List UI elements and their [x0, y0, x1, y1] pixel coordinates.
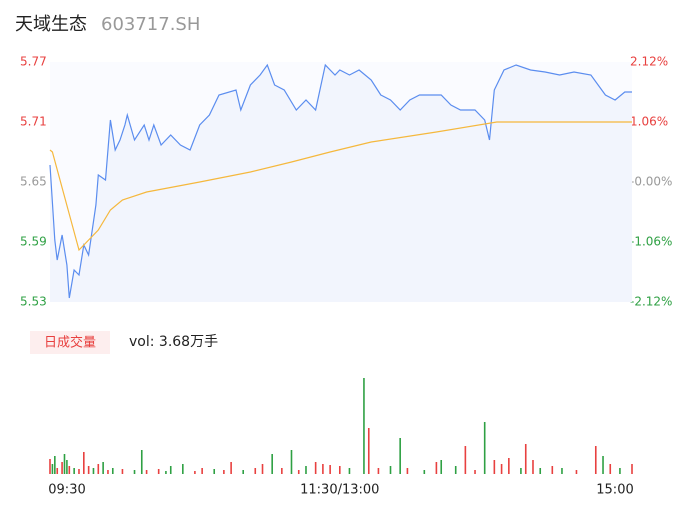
volume-bar [406, 468, 409, 474]
x-tick-label: 15:00 [596, 483, 633, 498]
volume-bar [73, 468, 75, 474]
volume-bar [399, 438, 401, 474]
volume-bar [551, 466, 554, 474]
volume-bar [49, 459, 51, 474]
volume-bar [483, 422, 486, 474]
volume-bar [619, 468, 621, 474]
volume-bar [500, 464, 503, 474]
volume-bar [363, 378, 365, 474]
volume-bar [107, 470, 109, 474]
volume-bar [474, 470, 476, 474]
volume-bar [594, 446, 597, 474]
y2-tick-label: -2.12% [630, 295, 672, 309]
volume-bar [435, 462, 438, 474]
volume-bar [223, 470, 225, 474]
y2-tick-label: -1.06% [630, 235, 672, 249]
average-line [49, 121, 632, 252]
x-tick-label: 11:30/13:00 [300, 483, 379, 498]
volume-bar [290, 450, 293, 474]
y2-tick-label: 2.12% [630, 55, 668, 69]
volume-bar [169, 466, 172, 474]
volume-bar [524, 444, 527, 474]
volume-bar [493, 460, 496, 474]
volume-bar [377, 468, 380, 474]
volume-bar [532, 460, 534, 474]
volume-bar [78, 469, 80, 474]
volume-bar [261, 464, 264, 474]
volume-bar [389, 466, 392, 474]
volume-bar [338, 466, 341, 474]
volume-bar [140, 450, 143, 474]
volume-bar [314, 462, 317, 474]
volume-bar [213, 469, 216, 474]
volume-bar [281, 468, 283, 474]
price-area [50, 65, 632, 302]
volume-bar [329, 465, 331, 474]
volume-bar [348, 468, 351, 474]
volume-bar [157, 469, 160, 474]
volume-bar [305, 466, 307, 474]
volume-bar [97, 464, 100, 474]
volume-label: vol: 3.68万手 [129, 334, 218, 350]
y2-tick-label: 1.06% [630, 115, 668, 129]
volume-bar [561, 468, 563, 474]
volume-bar [54, 456, 56, 474]
volume-bar [520, 468, 522, 474]
volume-bar [61, 462, 63, 474]
volume-bar [56, 468, 59, 474]
volume-tag: 日成交量 [44, 335, 96, 351]
volume-bar [242, 470, 244, 474]
volume-bar [63, 454, 66, 474]
stock-code: 603717.SH [101, 14, 200, 35]
volume-bar [322, 464, 324, 474]
volume-bar [165, 471, 167, 474]
volume-bar [254, 468, 257, 474]
y-tick-label: 5.77 [20, 55, 47, 69]
price-line [49, 63, 632, 299]
volume-bar [66, 460, 68, 474]
x-tick-label: 09:30 [48, 483, 85, 498]
y-tick-label: 5.53 [20, 295, 47, 309]
volume-bar [68, 466, 71, 474]
y2-tick-label: -0.00% [630, 175, 672, 189]
volume-bar [145, 470, 148, 474]
volume-bar [454, 466, 457, 474]
volume-bar [201, 468, 203, 474]
volume-bar [440, 460, 443, 474]
volume-bar [508, 458, 510, 474]
y-tick-label: 5.65 [20, 175, 47, 189]
volume-bar [609, 464, 612, 474]
volume-bar [602, 456, 604, 474]
volume-bar [575, 470, 578, 474]
volume-bar [423, 470, 426, 474]
y-tick-label: 5.71 [20, 115, 47, 129]
volume-bar [51, 464, 54, 474]
volume-bar [631, 464, 633, 474]
volume-bar [111, 468, 114, 474]
volume-bar [464, 446, 467, 474]
tag-bg [30, 331, 110, 354]
volume-bar [539, 468, 542, 474]
volume-bar [83, 452, 85, 474]
volume-bar [121, 469, 124, 474]
volume-bar [194, 471, 196, 474]
volume-bar [87, 466, 90, 474]
stock-name: 天域生态 [15, 14, 87, 35]
volume-bar [271, 454, 273, 474]
volume-bar [230, 462, 232, 474]
volume-bar [92, 468, 95, 474]
volume-bar [297, 470, 300, 474]
volume-bar [182, 464, 184, 474]
volume-bar [367, 428, 370, 474]
y-tick-label: 5.59 [20, 235, 47, 249]
volume-bar [133, 470, 136, 474]
volume-bar [102, 462, 104, 474]
